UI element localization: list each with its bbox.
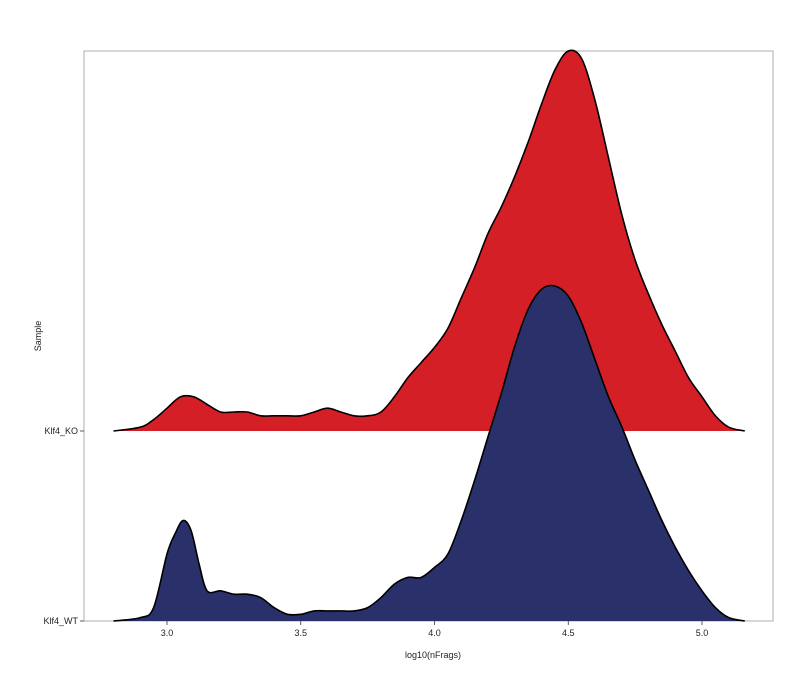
ridge-outline-klf4-wt bbox=[113, 284, 745, 622]
ridge-area-klf4-wt bbox=[113, 285, 745, 621]
x-axis-title: log10(nFrags) bbox=[405, 650, 461, 660]
x-tick-label: 5.0 bbox=[696, 628, 709, 638]
x-tick-label: 4.5 bbox=[562, 628, 575, 638]
x-tick-label: 4.0 bbox=[428, 628, 441, 638]
x-tick-label: 3.5 bbox=[294, 628, 307, 638]
ridge-outline-klf4-ko bbox=[113, 49, 745, 432]
y-axis-title: Sample bbox=[33, 321, 43, 352]
x-tick-label: 3.0 bbox=[161, 628, 174, 638]
y-tick-label: Klf4_KO bbox=[44, 426, 78, 436]
y-tick-label: Klf4_WT bbox=[43, 616, 78, 626]
